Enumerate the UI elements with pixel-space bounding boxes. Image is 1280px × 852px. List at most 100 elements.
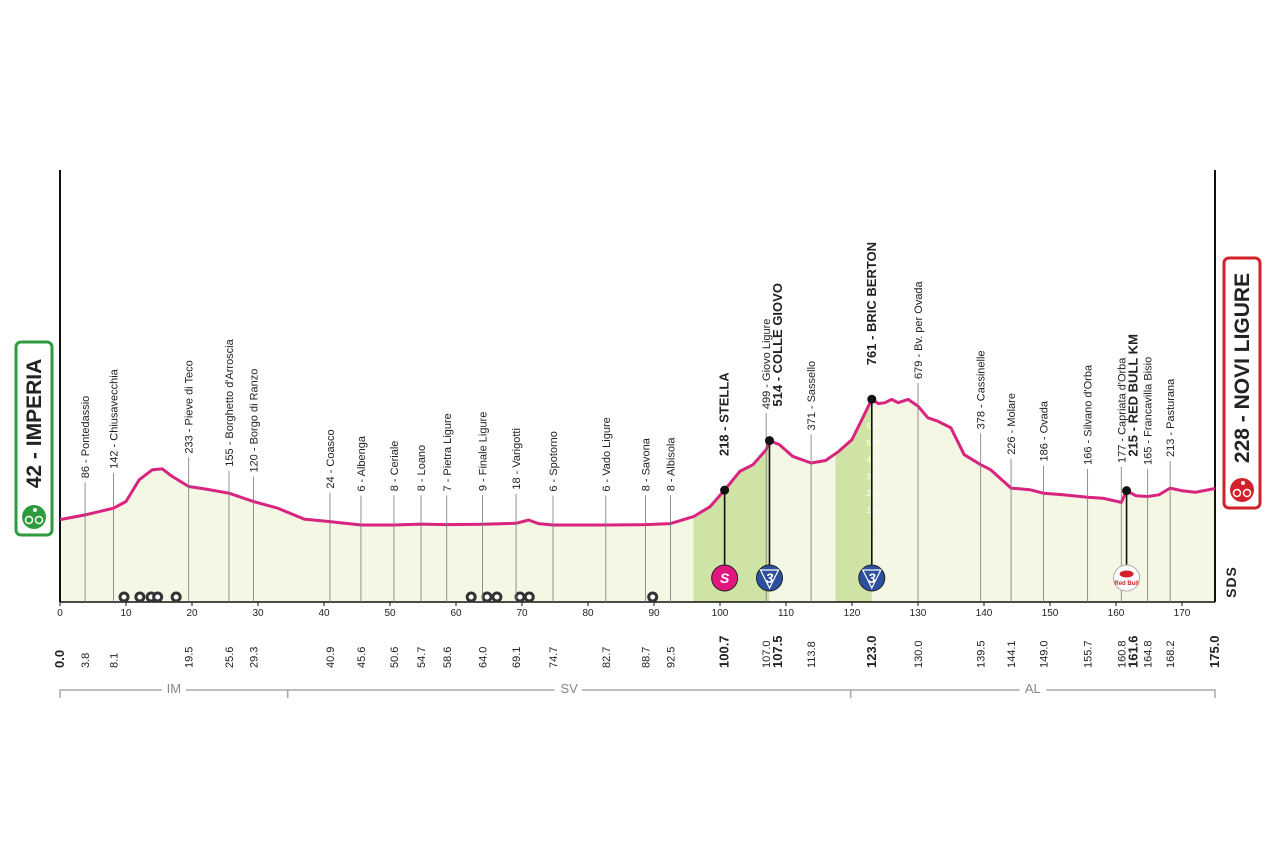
- waypoint-label: 378 - Cassinelle: [976, 350, 988, 429]
- kom-triangle: [759, 569, 780, 590]
- waypoint-label: 215 - RED BULL KM: [1125, 334, 1140, 457]
- km-label: 160.8: [1116, 640, 1128, 668]
- waypoint-label: 165 - Francavilla Bisio: [1143, 357, 1155, 465]
- x-tick-label: 90: [648, 608, 660, 619]
- kom-icon: [756, 564, 783, 592]
- y-tick-label: 0: [875, 523, 880, 532]
- tunnel-icon-inner: [136, 593, 144, 601]
- sprint-icon: [711, 564, 739, 592]
- tunnel-icon-inner: [649, 593, 657, 601]
- y-tick-label: 400: [866, 456, 880, 465]
- bike-wheel: [1242, 488, 1252, 498]
- x-tick-label: 0: [57, 608, 63, 619]
- waypoint-label: 514 - COLLE GIOVO: [770, 283, 785, 407]
- km-label: 40.9: [325, 647, 337, 668]
- x-tick-label: 110: [778, 608, 794, 619]
- region-label: IM: [167, 681, 181, 696]
- profile-line: [59, 397, 1216, 527]
- km-label: 3.8: [80, 653, 92, 668]
- km-label: 155.7: [1083, 640, 1095, 668]
- x-tick-label: 10: [120, 608, 132, 619]
- km-label: 64.0: [477, 647, 489, 668]
- y-tick-label: 300: [866, 472, 880, 481]
- redbull-icon-text: Red Bull: [1114, 581, 1139, 587]
- profile-area: [60, 399, 1215, 602]
- waypoint-label: 8 - Savona: [640, 437, 652, 491]
- waypoint-dot: [867, 394, 877, 404]
- y-tick-label: 500: [866, 439, 880, 448]
- waypoint-label: 213 - Pasturana: [1165, 378, 1177, 457]
- kom-triangle: [861, 569, 882, 590]
- x-tick-label: 100: [712, 608, 729, 619]
- region-label: AL: [1025, 681, 1041, 696]
- km-label: 123.0: [864, 635, 879, 668]
- waypoint-label: 218 - STELLA: [717, 372, 732, 456]
- climb-area: [835, 399, 872, 602]
- km-label: 107.5: [770, 635, 785, 668]
- x-tick-label: 30: [252, 608, 264, 619]
- x-tick-label: 170: [1174, 608, 1191, 619]
- km-label: 25.6: [224, 647, 236, 668]
- km-label: 54.7: [416, 647, 428, 668]
- km-label: 107.0: [761, 640, 773, 668]
- waypoint-label: 186 - Ovada: [1038, 400, 1050, 461]
- waypoint-label: 86 - Pontedassio: [80, 396, 92, 479]
- logo: SDS: [1223, 566, 1239, 598]
- waypoint-label: 7 - Pietra Ligure: [442, 413, 454, 491]
- x-tick-label: 50: [384, 608, 396, 619]
- waypoint-label: 8 - Ceriale: [389, 441, 401, 492]
- x-tick-label: 150: [1042, 608, 1059, 619]
- kom-icon-text: 3: [766, 570, 774, 586]
- tunnel-icon-inner: [516, 593, 524, 601]
- km-label: 139.5: [976, 640, 988, 668]
- km-label: 58.6: [442, 647, 454, 668]
- waypoint-label: 233 - Pieve di Teco: [184, 360, 196, 453]
- kom-icon-text: 3: [868, 570, 876, 586]
- x-tick-label: 140: [976, 608, 993, 619]
- waypoint-label: 6 - Spotorno: [548, 431, 560, 492]
- x-tick-label: 70: [516, 608, 528, 619]
- km-label: 82.7: [601, 647, 613, 668]
- km-label: 19.5: [184, 647, 196, 668]
- km-label: 0.0: [52, 650, 67, 668]
- km-label: 29.3: [248, 647, 260, 668]
- bike-rider: [33, 508, 37, 512]
- x-tick-label: 120: [844, 608, 861, 619]
- km-label: 45.6: [356, 647, 368, 668]
- waypoint-label: 6 - Vado Ligure: [601, 417, 613, 491]
- waypoint-label: 226 - Molare: [1006, 393, 1018, 455]
- waypoint-label: 142 - Chiusavecchia: [108, 368, 120, 469]
- x-tick-label: 80: [582, 608, 594, 619]
- tunnel-icon-inner: [120, 593, 128, 601]
- y-tick-label: 100: [866, 506, 880, 515]
- km-label: 8.1: [108, 653, 120, 668]
- km-label: 88.7: [640, 647, 652, 668]
- tunnel-icon-inner: [154, 593, 162, 601]
- y-tick-label: 600: [866, 422, 880, 431]
- bike-rider: [1241, 481, 1245, 485]
- waypoint-label: 166 - Silvano d'Orba: [1083, 364, 1095, 465]
- start-label: 42 - IMPERIA: [23, 359, 46, 489]
- waypoint-dot: [1122, 486, 1132, 496]
- x-tick-label: 130: [910, 608, 927, 619]
- bike-wheel: [34, 515, 44, 525]
- km-label: 130.0: [913, 640, 925, 668]
- start-box: [14, 340, 54, 537]
- redbull-icon: [1113, 564, 1141, 592]
- waypoint-label: 6 - Albenga: [356, 435, 368, 492]
- km-label: 69.1: [511, 647, 523, 668]
- waypoint-label: 155 - Borghetto d'Arroscia: [224, 338, 236, 466]
- km-label: 92.5: [666, 647, 678, 668]
- tunnel-icon-inner: [493, 593, 501, 601]
- km-label: 100.7: [717, 635, 732, 668]
- km-label: 74.7: [548, 647, 560, 668]
- waypoint-label: 371 - Sassello: [806, 361, 818, 431]
- waypoint-label: 8 - Loano: [416, 445, 428, 491]
- waypoint-dot: [765, 436, 774, 446]
- climb-area: [693, 440, 770, 602]
- kom-icon: [858, 564, 886, 592]
- region-label: SV: [561, 681, 579, 696]
- waypoint-label: 24 - Coasco: [325, 429, 337, 488]
- waypoint-label: 8 - Albisola: [666, 437, 678, 492]
